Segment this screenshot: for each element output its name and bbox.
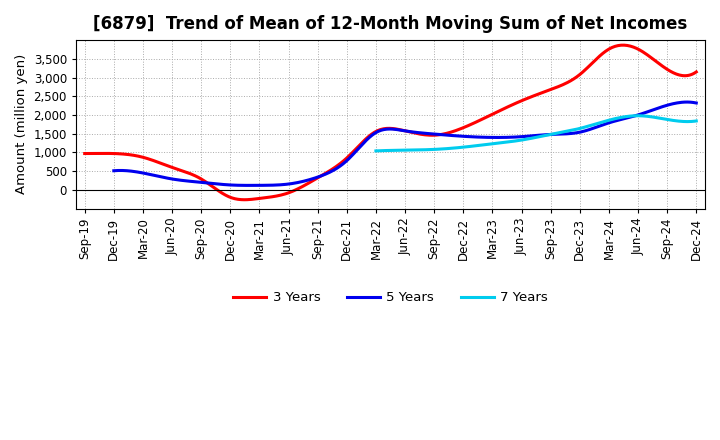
3 Years — [324, 169, 333, 174]
7 Years — [603, 118, 611, 123]
3 Years — [692, 69, 701, 74]
5 Years — [692, 100, 701, 106]
3 Years — [81, 151, 89, 156]
Line: 3 Years: 3 Years — [85, 45, 696, 200]
7 Years — [476, 143, 485, 148]
3 Years — [523, 95, 532, 101]
Title: [6879]  Trend of Mean of 12-Month Moving Sum of Net Incomes: [6879] Trend of Mean of 12-Month Moving … — [94, 15, 688, 33]
7 Years — [604, 117, 613, 123]
5 Years — [109, 168, 118, 173]
7 Years — [634, 113, 642, 118]
7 Years — [410, 147, 419, 153]
3 Years — [282, 191, 290, 197]
7 Years — [573, 126, 582, 132]
Legend: 3 Years, 5 Years, 7 Years: 3 Years, 5 Years, 7 Years — [228, 286, 553, 309]
5 Years — [246, 183, 254, 188]
3 Years — [618, 43, 627, 48]
Y-axis label: Amount (million yen): Amount (million yen) — [15, 54, 28, 194]
5 Years — [179, 178, 188, 183]
5 Years — [683, 99, 692, 105]
3 Years — [154, 160, 163, 165]
3 Years — [526, 94, 535, 99]
Line: 7 Years: 7 Years — [376, 116, 696, 151]
7 Years — [498, 140, 507, 145]
5 Years — [477, 135, 486, 140]
3 Years — [467, 122, 475, 127]
5 Years — [301, 178, 310, 183]
7 Years — [372, 148, 380, 154]
3 Years — [240, 197, 248, 202]
5 Years — [534, 132, 543, 138]
5 Years — [341, 159, 350, 164]
Line: 5 Years: 5 Years — [114, 102, 696, 185]
7 Years — [692, 118, 701, 124]
5 Years — [531, 133, 540, 138]
